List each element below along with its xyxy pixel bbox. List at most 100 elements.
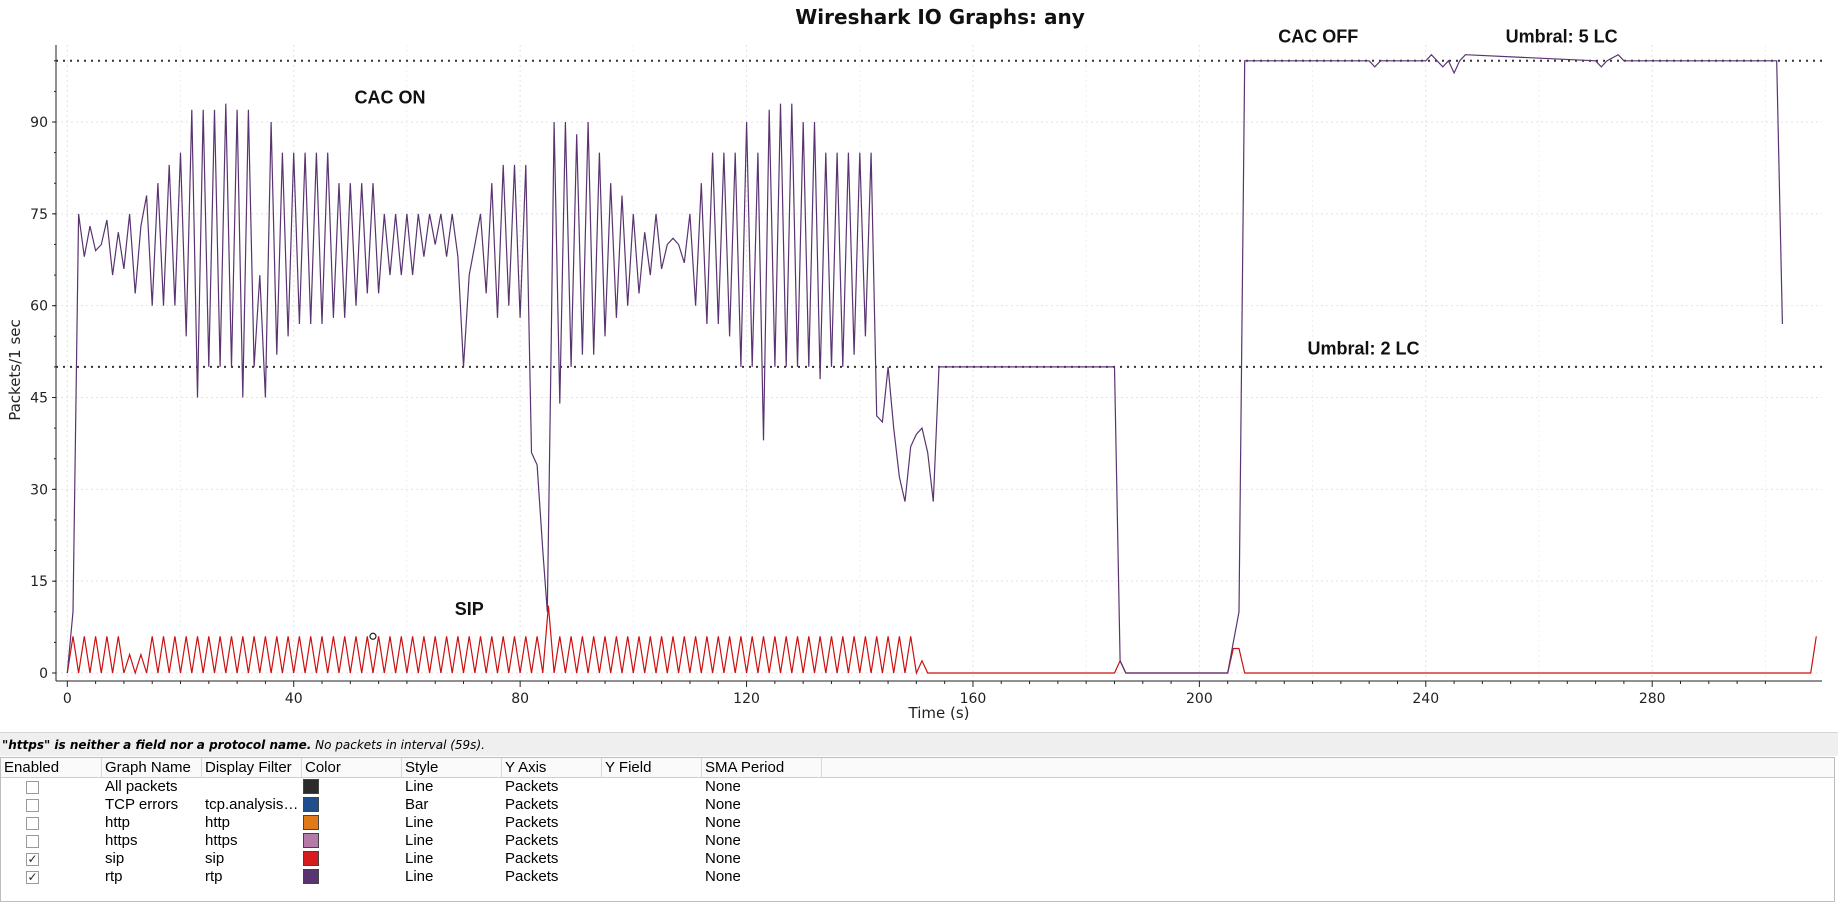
color-swatch[interactable] [303,833,319,848]
io-graph-plot[interactable]: 0 15 30 45 60 75 90 0 40 80 120 160 200 240 280 Wiresha… [0,0,1838,738]
col-sma-period[interactable]: SMA Period [702,758,822,777]
graph-name-cell[interactable]: TCP errors [105,796,179,813]
y-field-cell[interactable] [602,796,702,814]
io-graph-chart[interactable]: 0 15 30 45 60 75 90 0 40 80 120 160 200 240 280 Wiresha… [0,0,1838,738]
color-swatch[interactable] [303,815,319,830]
y-field-cell[interactable] [602,778,702,796]
x-tick-label: 240 [1412,691,1439,707]
enabled-checkbox[interactable]: ✓ [26,870,39,884]
display-filter-cell[interactable]: rtp [205,868,223,885]
y-axis-cell[interactable]: Packets [505,778,559,795]
table-body: All packets Line Packets None TCP errors tcp.… [1,778,1834,886]
sma-period-cell[interactable]: None [705,868,741,885]
enabled-checkbox[interactable] [26,799,39,812]
style-cell[interactable]: Line [405,778,434,795]
y-tick-label: 30 [30,482,48,498]
color-swatch[interactable] [303,851,319,866]
color-swatch[interactable] [303,869,319,884]
x-tick-label: 280 [1639,691,1666,707]
y-axis-cell[interactable]: Packets [505,832,559,849]
style-cell[interactable]: Line [405,832,434,849]
sma-period-cell[interactable]: None [705,832,741,849]
col-y-axis[interactable]: Y Axis [502,758,602,777]
y-tick-label: 15 [30,574,48,590]
x-tick-label: 120 [733,691,760,707]
graph-name-cell[interactable]: sip [105,850,125,867]
style-cell[interactable]: Bar [405,796,429,813]
style-cell[interactable]: Line [405,868,434,885]
color-cell[interactable] [302,868,402,886]
y-axis-cell[interactable]: Packets [505,814,559,831]
y-field-cell[interactable] [602,814,702,832]
y-axis-label: Packets/1 sec [6,319,24,421]
enabled-checkbox[interactable] [26,817,39,830]
color-cell[interactable] [302,850,402,868]
style-cell[interactable]: Line [405,850,434,867]
sma-period-cell[interactable]: None [705,850,741,867]
color-swatch[interactable] [303,797,319,812]
y-axis-cell[interactable]: Packets [505,850,559,867]
col-color[interactable]: Color [302,758,402,777]
y-tick-label: 90 [30,115,48,131]
chart-annotation: SIP [455,599,484,619]
table-row[interactable]: TCP errors tcp.analysis… Bar Packets None [1,796,1834,814]
enabled-cell: ✓ [1,868,102,886]
y-tick-label: 75 [30,207,48,223]
graph-name-cell[interactable]: All packets [105,778,178,795]
table-row[interactable]: ✓ sip sip Line Packets None [1,850,1834,868]
y-field-cell[interactable] [602,850,702,868]
enabled-cell [1,778,102,796]
col-enabled[interactable]: Enabled [1,758,102,777]
sma-period-cell[interactable]: None [705,778,741,795]
x-tick-label: 0 [63,691,72,707]
y-tick-label: 0 [39,666,48,682]
display-filter-cell[interactable]: http [205,814,231,831]
enabled-cell [1,814,102,832]
chart-annotation: CAC ON [354,88,425,108]
series-line-rtp [66,53,1783,674]
enabled-checkbox[interactable] [26,781,39,794]
enabled-cell [1,796,102,814]
y-axis-cell[interactable]: Packets [505,868,559,885]
col-display-filter[interactable]: Display Filter [202,758,302,777]
graph-name-cell[interactable]: rtp [105,868,123,885]
status-error: "https" is neither a field nor a protoco… [2,738,312,752]
col-y-field[interactable]: Y Field [602,758,702,777]
graph-name-cell[interactable]: http [105,814,131,831]
display-filter-cell[interactable]: sip [205,850,225,867]
display-filter-cell[interactable]: tcp.analysis… [205,796,299,813]
enabled-checkbox[interactable]: ✓ [26,852,39,866]
color-cell[interactable] [302,814,402,832]
display-filter-cell[interactable] [202,778,302,796]
chart-annotation: Umbral: 5 LC [1506,26,1618,46]
x-tick-label: 80 [511,691,529,707]
col-graph-name[interactable]: Graph Name [102,758,202,777]
table-header: Enabled Graph Name Display Filter Color … [1,758,1834,778]
chart-annotation: CAC OFF [1278,26,1358,46]
graph-table[interactable]: Enabled Graph Name Display Filter Color … [0,757,1835,902]
table-row[interactable]: All packets Line Packets None [1,778,1834,796]
status-message: No packets in interval (59s). [311,738,485,752]
graph-name-cell[interactable]: https [105,832,138,849]
color-cell[interactable] [302,778,402,796]
table-row[interactable]: https https Line Packets None [1,832,1834,850]
chart-title: Wireshark IO Graphs: any [795,5,1084,29]
y-field-cell[interactable] [602,832,702,850]
enabled-checkbox[interactable] [26,835,39,848]
cursor-marker [369,632,377,640]
color-cell[interactable] [302,832,402,850]
sma-period-cell[interactable]: None [705,796,741,813]
table-row[interactable]: http http Line Packets None [1,814,1834,832]
y-axis-cell[interactable]: Packets [505,796,559,813]
style-cell[interactable]: Line [405,814,434,831]
y-field-cell[interactable] [602,868,702,886]
x-tick-label: 160 [960,691,987,707]
table-row[interactable]: ✓ rtp rtp Line Packets None [1,868,1834,886]
y-tick-label: 60 [30,299,48,315]
enabled-cell: ✓ [1,850,102,868]
color-cell[interactable] [302,796,402,814]
sma-period-cell[interactable]: None [705,814,741,831]
col-style[interactable]: Style [402,758,502,777]
color-swatch[interactable] [303,779,319,794]
display-filter-cell[interactable]: https [205,832,238,849]
